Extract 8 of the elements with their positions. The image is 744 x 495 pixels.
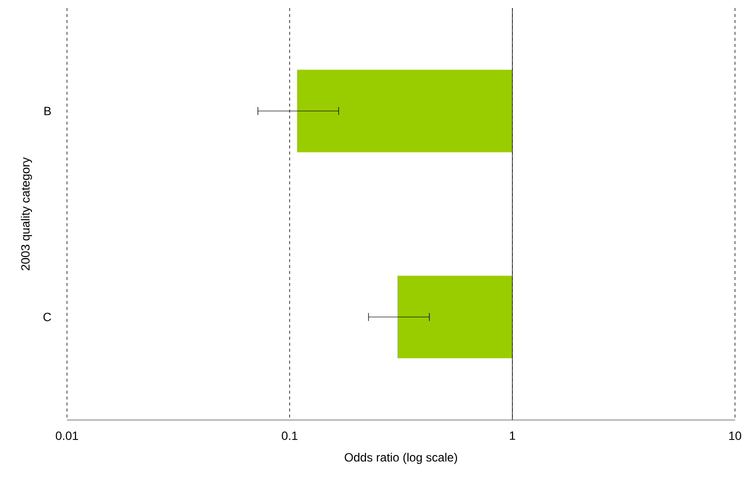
y-tick-label: C (43, 312, 52, 322)
x-tick-label: 0.01 (56, 432, 78, 440)
y-axis-title: 2003 quality category (20, 157, 32, 270)
x-axis-title: Odds ratio (log scale) (344, 452, 458, 464)
x-tick-label: 1 (510, 432, 516, 440)
y-tick-label: B (44, 106, 51, 116)
x-tick-label: 0.1 (282, 432, 298, 440)
x-tick-label: 10 (729, 432, 742, 440)
